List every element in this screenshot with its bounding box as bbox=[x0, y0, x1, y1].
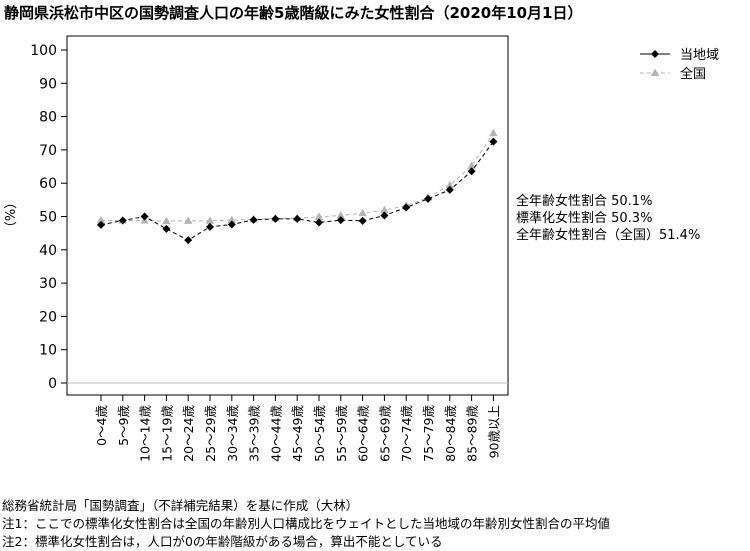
y-tick-label: 100 bbox=[30, 43, 57, 59]
data-point-national bbox=[467, 161, 476, 169]
x-tick-label: 20～24歳 bbox=[181, 405, 196, 462]
x-tick-label: 35～39歳 bbox=[247, 405, 262, 462]
data-point-local bbox=[184, 236, 193, 245]
data-point-local bbox=[489, 137, 498, 146]
data-point-national bbox=[162, 216, 171, 225]
data-point-local bbox=[467, 167, 476, 176]
x-tick-label: 50～54歳 bbox=[312, 405, 327, 462]
x-tick-label: 10～14歳 bbox=[138, 405, 153, 462]
x-tick-label: 5～9歳 bbox=[116, 405, 131, 446]
data-point-local bbox=[293, 214, 302, 223]
stat-all-age-female-ratio: 全年齢女性割合 50.1% bbox=[516, 194, 653, 209]
data-point-local bbox=[227, 220, 236, 229]
x-tick-label: 75～79歳 bbox=[421, 405, 436, 462]
y-tick-label: 30 bbox=[39, 276, 57, 292]
data-point-national bbox=[445, 180, 454, 189]
footnote-note2: 注2：標準化女性割合は，人口が0の年齢階級がある場合，算出不能としている bbox=[2, 534, 443, 549]
x-tick-label: 0～4歳 bbox=[94, 405, 109, 446]
data-point-local bbox=[651, 50, 659, 58]
series-line-national bbox=[101, 132, 494, 222]
data-point-local bbox=[445, 185, 454, 194]
data-point-national bbox=[205, 216, 215, 224]
x-tick-label: 70～74歳 bbox=[399, 405, 414, 462]
data-point-national bbox=[358, 208, 367, 217]
data-point-local bbox=[118, 216, 127, 225]
y-tick-label: 20 bbox=[39, 309, 57, 325]
stat-national-female-ratio: 全年齢女性割合（全国）51.4% bbox=[516, 228, 701, 243]
x-tick-label: 65～69歳 bbox=[377, 405, 392, 462]
data-point-national bbox=[184, 216, 193, 224]
y-tick-label: 0 bbox=[48, 376, 57, 392]
data-point-local bbox=[358, 216, 367, 225]
footnote-source: 総務省統計局「国勢調査」（不詳補完結果）を基に作成（大林） bbox=[2, 498, 359, 513]
x-tick-label: 40～44歳 bbox=[268, 405, 283, 462]
data-point-local bbox=[162, 224, 171, 233]
x-tick-label: 45～49歳 bbox=[290, 405, 305, 462]
data-point-local bbox=[336, 216, 345, 225]
y-axis-label: （%） bbox=[4, 196, 19, 234]
data-point-national bbox=[314, 212, 324, 220]
x-tick-label: 30～34歳 bbox=[225, 405, 240, 462]
y-tick-label: 70 bbox=[39, 143, 57, 159]
data-point-local bbox=[249, 215, 258, 224]
data-point-local bbox=[97, 220, 105, 229]
x-tick-label: 85～89歳 bbox=[465, 405, 480, 462]
data-point-local bbox=[315, 218, 323, 227]
x-tick-label: 15～19歳 bbox=[159, 405, 174, 462]
legend-label-local: 当地域 bbox=[680, 48, 719, 63]
data-point-national bbox=[336, 211, 345, 219]
data-point-national bbox=[489, 128, 498, 137]
data-point-local bbox=[140, 212, 149, 221]
stats-annotations: 全年齢女性割合 50.1% 標準化女性割合 50.3% 全年齢女性割合（全国）5… bbox=[516, 193, 700, 244]
stat-standardized-female-ratio: 標準化女性割合 50.3% bbox=[516, 211, 653, 226]
data-point-local bbox=[380, 211, 389, 220]
data-point-local bbox=[271, 214, 280, 223]
y-tick-label: 40 bbox=[39, 243, 57, 259]
chart-title: 静岡県浜松市中区の国勢調査人口の年齢5歳階級にみた女性割合（2020年10月1日… bbox=[4, 4, 583, 22]
y-tick-label: 90 bbox=[39, 76, 57, 92]
legend-label-national: 全国 bbox=[680, 66, 706, 82]
x-tick-label: 90歳以上 bbox=[486, 405, 501, 458]
data-point-local bbox=[206, 222, 214, 231]
footnotes: 総務省統計局「国勢調査」（不詳補完結果）を基に作成（大林） 注1：ここでの標準化… bbox=[2, 497, 610, 551]
y-tick-label: 80 bbox=[39, 110, 57, 126]
data-point-national bbox=[227, 215, 236, 224]
x-tick-label: 80～84歳 bbox=[443, 405, 458, 462]
x-tick-label: 25～29歳 bbox=[203, 405, 218, 462]
x-tick-label: 60～64歳 bbox=[356, 405, 371, 462]
data-point-national bbox=[650, 68, 660, 76]
y-tick-label: 10 bbox=[39, 343, 57, 359]
data-point-local bbox=[424, 194, 432, 203]
data-point-national bbox=[380, 205, 389, 214]
plot-frame bbox=[66, 35, 509, 396]
y-tick-label: 50 bbox=[39, 210, 57, 226]
data-point-national bbox=[96, 215, 106, 224]
data-point-local bbox=[402, 203, 411, 212]
x-tick-label: 55～59歳 bbox=[334, 405, 349, 462]
y-tick-label: 60 bbox=[39, 176, 57, 192]
series-line-local bbox=[100, 141, 494, 241]
footnote-note1: 注1：ここでの標準化女性割合は全国の年齢別人口構成比をウェイトとした当地域の年齢… bbox=[2, 516, 610, 531]
